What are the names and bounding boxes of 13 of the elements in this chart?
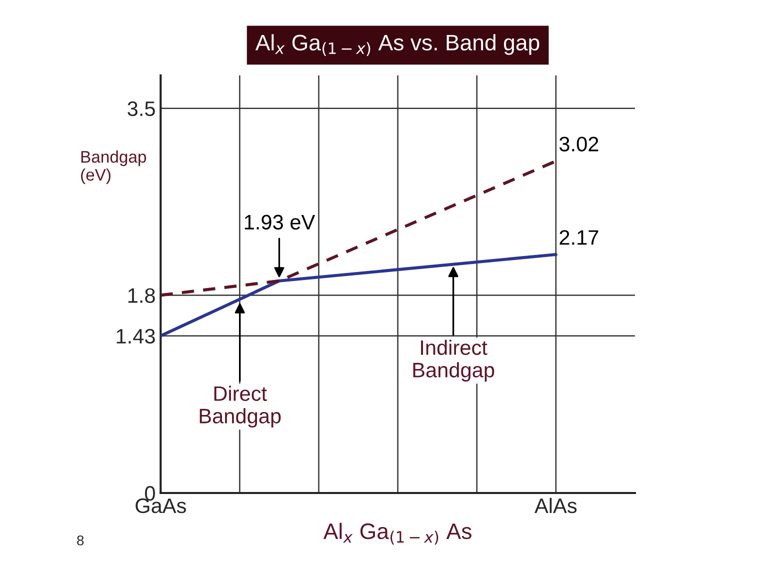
- x-tick-label: AlAs: [534, 498, 577, 514]
- y-tick-label: 1.8: [128, 288, 155, 303]
- annotation: 1.93 eV: [244, 214, 316, 230]
- x-axis-title: Al$_{x}$ Ga$_{(1−x)}$ As: [323, 522, 472, 545]
- y-axis-title: Bandgap (eV): [81, 150, 146, 184]
- annotation: 3.02: [559, 136, 598, 152]
- chart-title: Al$_{x}$ Ga$_{(1−x)}$ As vs. Band gap: [255, 34, 540, 56]
- text: 8: [77, 536, 84, 546]
- annotation: Indirect Bandgap: [413, 340, 494, 382]
- annotation: 2.17: [560, 230, 598, 245]
- annotation: Direct Bandgap: [200, 386, 281, 428]
- y-tick-label: 3.5: [128, 101, 155, 116]
- y-tick-label: 1.43: [116, 328, 155, 344]
